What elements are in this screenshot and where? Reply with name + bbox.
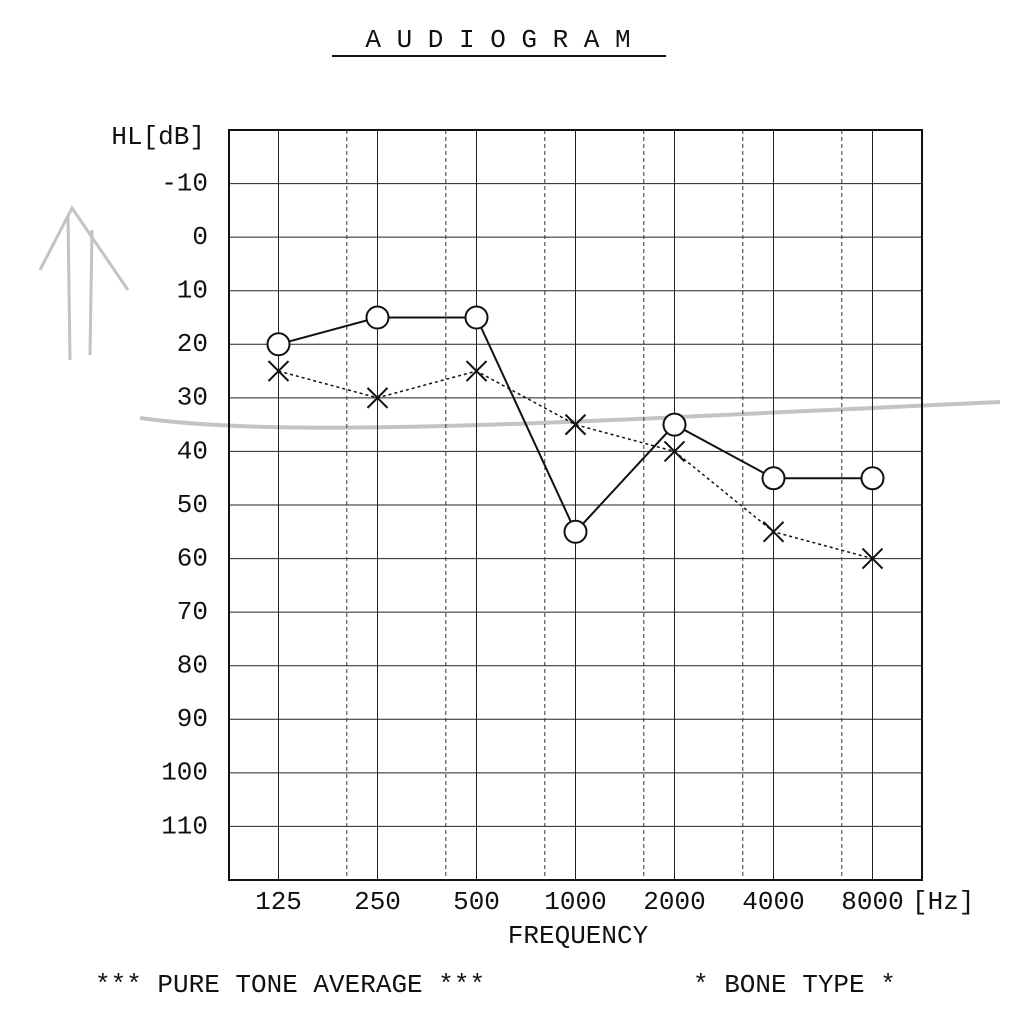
y-tick-label: 10 <box>177 276 208 306</box>
marker-x-stroke <box>762 521 785 543</box>
x-tick-label: 500 <box>453 887 500 917</box>
x-tick-label: 1000 <box>544 887 606 917</box>
marker-x-stroke <box>663 440 686 463</box>
y-tick-label: 40 <box>177 436 208 466</box>
marker-x-stroke <box>465 360 488 382</box>
marker-circle <box>464 305 489 330</box>
x-tick-label: 2000 <box>643 887 705 917</box>
y-tick-label: 50 <box>177 490 208 520</box>
marker-circle <box>662 412 687 437</box>
marker-x <box>762 521 785 543</box>
marker-circle <box>860 466 885 491</box>
x-axis-label: FREQUENCY <box>508 921 649 951</box>
y-tick-label: 80 <box>177 651 208 681</box>
marker-x <box>663 440 686 463</box>
y-tick-label: 100 <box>161 758 208 788</box>
marker-x <box>366 387 389 409</box>
y-tick-label: 90 <box>177 704 208 734</box>
x-tick-label: 4000 <box>742 887 804 917</box>
chart-title: A U D I O G R A M <box>365 25 630 55</box>
x-unit: [Hz] <box>912 887 974 917</box>
marker-x <box>267 360 290 382</box>
marker-x-stroke <box>861 547 884 570</box>
pencil-mark <box>139 400 1001 430</box>
marker-x-stroke <box>267 360 290 382</box>
marker-x-stroke <box>366 387 389 409</box>
y-tick-label: 60 <box>177 543 208 573</box>
pencil-arrow <box>38 205 130 361</box>
x-tick-label: 250 <box>354 887 401 917</box>
marker-circle <box>365 305 390 330</box>
footer-text: *** PURE TONE AVERAGE *** <box>95 970 485 1000</box>
y-tick-label: 0 <box>192 222 208 252</box>
y-tick-label: 20 <box>177 329 208 359</box>
marker-x-stroke <box>564 413 587 436</box>
x-tick-label: 8000 <box>841 887 903 917</box>
marker-x <box>564 413 587 436</box>
y-tick-label: 110 <box>161 811 208 841</box>
y-axis-label: HL[dB] <box>111 122 205 152</box>
marker-circle <box>761 466 786 491</box>
y-tick-label: 70 <box>177 597 208 627</box>
marker-circle <box>266 332 291 357</box>
y-tick-label: -10 <box>161 168 208 198</box>
y-tick-label: 30 <box>177 383 208 413</box>
footer-text: * BONE TYPE * <box>693 970 896 1000</box>
marker-circle <box>563 519 588 544</box>
marker-x <box>861 547 884 570</box>
x-tick-label: 125 <box>255 887 302 917</box>
marker-x <box>465 360 488 382</box>
